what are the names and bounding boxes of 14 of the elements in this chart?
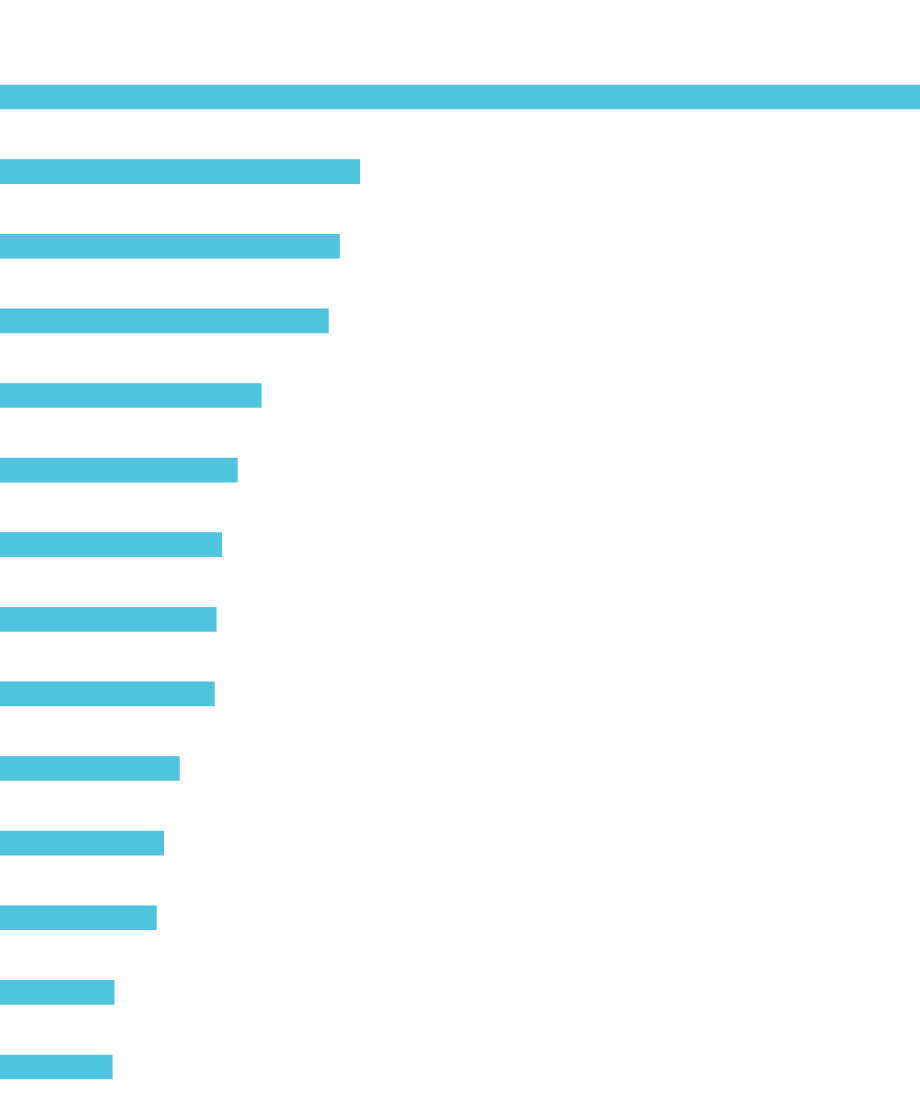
bar	[0, 606, 217, 632]
bar	[0, 1054, 113, 1080]
bar	[0, 681, 215, 707]
bar	[0, 457, 238, 483]
bar	[0, 830, 165, 856]
bar	[0, 980, 115, 1005]
bar	[0, 383, 262, 408]
bar	[0, 756, 180, 781]
bar	[0, 233, 340, 259]
bar	[0, 84, 920, 110]
bar	[0, 159, 361, 184]
bar	[0, 905, 157, 931]
bar	[0, 308, 329, 334]
bar	[0, 532, 223, 558]
